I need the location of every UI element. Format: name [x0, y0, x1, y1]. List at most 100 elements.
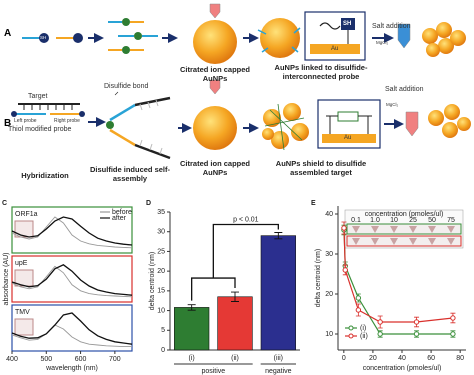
- inset-tube: [371, 226, 379, 233]
- subpanel-frame: [11, 255, 133, 303]
- inset-tube: [428, 226, 436, 233]
- result-label: AuNPs linked to disulfide-interconnected…: [274, 63, 368, 81]
- spectrum-line: [11, 216, 133, 246]
- error-bar: [231, 291, 239, 302]
- legend-label: after: [112, 215, 127, 222]
- y-tick-label: 20: [325, 291, 333, 298]
- inset-label: 25: [409, 217, 417, 224]
- data-point: [377, 331, 383, 337]
- y-tick-label: 10: [325, 331, 333, 338]
- salt-label: Salt addition: [385, 86, 424, 93]
- series-line: [343, 227, 453, 323]
- spectrum-line: [11, 216, 133, 249]
- annotation: p < 0.01: [233, 216, 259, 223]
- inset-tube: [371, 238, 379, 245]
- panel-b-diagram: [11, 79, 471, 160]
- left-probe-label: Left probe: [14, 118, 37, 124]
- y-tick-label: 30: [157, 229, 165, 236]
- data-point: [355, 295, 362, 301]
- inset-tube: [428, 238, 436, 245]
- x-axis-label: wavelength (nm): [45, 365, 98, 372]
- y-tick-label: 30: [325, 251, 333, 258]
- spectrum-line: [11, 265, 133, 298]
- x-tick-label: 600: [75, 356, 87, 363]
- bar: [174, 307, 210, 351]
- data-point: [450, 315, 456, 321]
- bond-label: Disulfide bond: [104, 83, 149, 90]
- x-tick-label: (i): [189, 355, 195, 362]
- panel-letter: A: [4, 28, 12, 39]
- inset-label: 75: [447, 217, 455, 224]
- subpanel-name: upE: [15, 260, 28, 267]
- legend-label: before: [112, 209, 132, 216]
- salt-reagent: MgCl₂: [386, 102, 399, 107]
- x-tick-label: 60: [427, 355, 435, 362]
- surface-label: Au: [344, 135, 352, 141]
- legend-marker: [348, 325, 354, 331]
- y-tick-label: 40: [325, 211, 333, 218]
- subpanel-frame: [11, 304, 133, 352]
- x-tick-label: 20: [369, 355, 377, 362]
- y-axis-label: absorbance (AU): [3, 253, 10, 306]
- data-point: [355, 307, 362, 313]
- data-point: [377, 319, 383, 325]
- inset-label: 50: [428, 217, 436, 224]
- salt-reagent: MgCl₂: [376, 40, 389, 45]
- panel-letter: B: [4, 118, 12, 129]
- x-tick-label: 80: [456, 355, 464, 362]
- group-label: positive: [201, 368, 225, 375]
- significance-bracket: [191, 223, 279, 301]
- inset-label: 10: [390, 217, 398, 224]
- data-point: [341, 225, 347, 231]
- inset-tube: [352, 238, 360, 245]
- inset-tube: [409, 238, 417, 245]
- target-label: Target: [28, 93, 48, 100]
- probe-label: SH: [40, 35, 47, 40]
- y-tick-label: 5: [161, 327, 165, 334]
- y-tick-label: 0: [161, 347, 165, 354]
- group-label: negative: [265, 368, 292, 375]
- panel-letter: C: [2, 200, 7, 207]
- x-tick-label: 700: [109, 356, 121, 363]
- x-tick-label: (ii): [231, 355, 239, 362]
- legend-label: (i): [360, 325, 366, 332]
- legend-label: (ii): [360, 333, 368, 340]
- x-axis-label: concentration (pmoles/ul): [363, 365, 442, 372]
- surface-probe-label: SH: [343, 21, 352, 27]
- spectrum-line: [11, 264, 133, 296]
- inset-tube: [352, 226, 360, 233]
- inset-label: 1.0: [370, 217, 380, 224]
- y-tick-label: 35: [157, 209, 165, 216]
- inset-title: concentration (pmoles/ul): [365, 211, 444, 218]
- sample-image: [14, 318, 34, 336]
- data-point: [413, 319, 420, 325]
- inset-strip: [346, 223, 462, 235]
- inset-tube: [409, 226, 417, 233]
- panel-letter: D: [146, 200, 151, 207]
- y-tick-label: 25: [157, 248, 165, 255]
- x-tick-label: 0: [342, 355, 346, 362]
- legend-marker: [348, 333, 354, 339]
- error-bar: [274, 232, 283, 240]
- bar: [217, 296, 253, 351]
- inset-tube: [390, 238, 398, 245]
- y-tick-label: 15: [157, 288, 165, 295]
- spectrum-line: [11, 312, 133, 345]
- salt-label: Salt addition: [372, 23, 411, 30]
- surface-label: Au: [331, 46, 339, 52]
- inset-tube: [447, 238, 455, 245]
- y-axis-label: delta centroid (nm): [315, 249, 322, 307]
- inset-tube: [390, 226, 398, 233]
- data-point: [342, 267, 348, 273]
- step2-label: Disulfide induced self-assembly: [90, 165, 171, 183]
- sample-image: [14, 220, 34, 238]
- step1-label: Hybridization: [21, 171, 69, 180]
- right-probe-label: Right probe: [54, 118, 80, 124]
- y-axis-label: delta centroid (nm): [149, 252, 156, 310]
- y-tick-label: 20: [157, 268, 165, 275]
- x-tick-label: (iii): [274, 355, 283, 362]
- subpanel-name: ORF1a: [15, 211, 38, 218]
- subpanel-frame: [11, 206, 133, 254]
